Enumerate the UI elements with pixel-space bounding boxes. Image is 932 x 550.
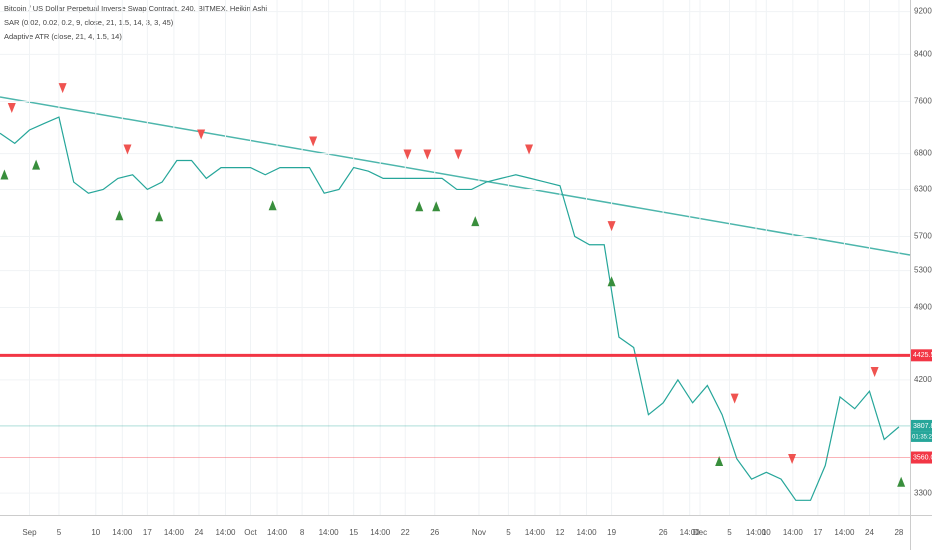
sell-signal — [423, 149, 432, 160]
x-tick-label: 5 — [57, 528, 62, 537]
x-tick-label: 14:00 — [680, 528, 701, 537]
buy-signal — [155, 211, 164, 222]
x-tick-label: 15 — [349, 528, 358, 537]
sell-signal — [607, 221, 616, 232]
x-tick-label: 5 — [727, 528, 732, 537]
x-tick-label: 14:00 — [267, 528, 288, 537]
buy-signal — [471, 216, 480, 227]
x-tick-label: 26 — [659, 528, 668, 537]
x-tick-label: Dec — [693, 528, 707, 537]
x-tick-label: Nov — [472, 528, 486, 537]
x-tick-label: 17 — [813, 528, 822, 537]
sell-signal — [309, 136, 318, 147]
x-tick-label: 12 — [556, 528, 565, 537]
x-tick-label: 17 — [143, 528, 152, 537]
buy-signal — [268, 200, 277, 211]
buy-signal — [432, 201, 441, 212]
price-label-box — [911, 419, 932, 432]
indicator-label: SAR (0.02, 0.02, 0.2, 9, close, 21, 1.5,… — [4, 18, 174, 27]
buy-signal — [415, 201, 424, 212]
y-tick-label: 5700.0 — [914, 232, 932, 241]
price-label: 3560.0 — [913, 454, 932, 461]
buy-signal — [897, 476, 906, 487]
y-tick-label: 3300.0 — [914, 488, 932, 497]
buy-signal — [0, 169, 9, 180]
x-tick-label: 24 — [865, 528, 874, 537]
price-label-box — [911, 349, 932, 362]
price-label: 3807.8 — [913, 423, 932, 430]
indicator-label: Adaptive ATR (close, 21, 4, 1.5, 14) — [4, 32, 122, 41]
price-line — [0, 116, 900, 501]
buy-signal — [607, 276, 616, 287]
x-tick-label: 14:00 — [746, 528, 767, 537]
x-tick-label: 28 — [894, 528, 903, 537]
sell-signal — [525, 144, 534, 155]
y-tick-label: 6800.0 — [914, 149, 932, 158]
x-tick-label: Oct — [244, 528, 257, 537]
x-tick-label: 14:00 — [783, 528, 804, 537]
y-tick-label: 6300.0 — [914, 185, 932, 194]
sell-signal — [403, 149, 412, 160]
sell-signal — [870, 367, 879, 378]
buy-signal — [715, 455, 724, 466]
x-tick-label: 14:00 — [215, 528, 236, 537]
x-tick-label: 19 — [607, 528, 616, 537]
countdown-box — [911, 431, 932, 442]
y-tick-label: 4900.0 — [914, 303, 932, 312]
x-tick-label: 14:00 — [112, 528, 133, 537]
x-tick-label: 14:00 — [525, 528, 546, 537]
x-tick-label: 8 — [300, 528, 305, 537]
x-tick-label: 14:00 — [164, 528, 185, 537]
y-tick-label: 8400.0 — [914, 49, 932, 58]
x-tick-label: Sep — [22, 528, 37, 537]
sell-signal — [123, 144, 132, 155]
buy-signal — [115, 210, 124, 221]
trend-line — [0, 96, 911, 256]
sell-signal — [7, 102, 16, 113]
x-tick-label: 26 — [430, 528, 439, 537]
x-tick-label: 10 — [91, 528, 100, 537]
price-label: 4425.5 — [913, 352, 932, 359]
sell-signal — [58, 83, 67, 94]
sell-signal — [197, 129, 206, 140]
y-tick-label: 9200.0 — [914, 7, 932, 16]
sell-signal — [788, 453, 797, 464]
price-label-box — [911, 451, 932, 464]
x-tick-label: 14:00 — [834, 528, 855, 537]
buy-signal — [32, 159, 41, 170]
x-tick-label: 22 — [401, 528, 410, 537]
sell-signal — [454, 149, 463, 160]
y-tick-label: 5300.0 — [914, 266, 932, 275]
x-tick-label: 14:00 — [577, 528, 598, 537]
sell-signal — [730, 393, 739, 404]
x-tick-label: 5 — [506, 528, 511, 537]
x-tick-label: 14:00 — [370, 528, 391, 537]
y-tick-label: 4200.0 — [914, 375, 932, 384]
chart-title: Bitcoin / US Dollar Perpetual Inverse Sw… — [4, 4, 267, 13]
x-tick-label: 24 — [194, 528, 203, 537]
x-tick-label: 10 — [762, 528, 771, 537]
y-tick-label: 7600.0 — [914, 96, 932, 105]
countdown: 01:35:27 — [912, 435, 932, 441]
x-tick-label: 14:00 — [319, 528, 340, 537]
